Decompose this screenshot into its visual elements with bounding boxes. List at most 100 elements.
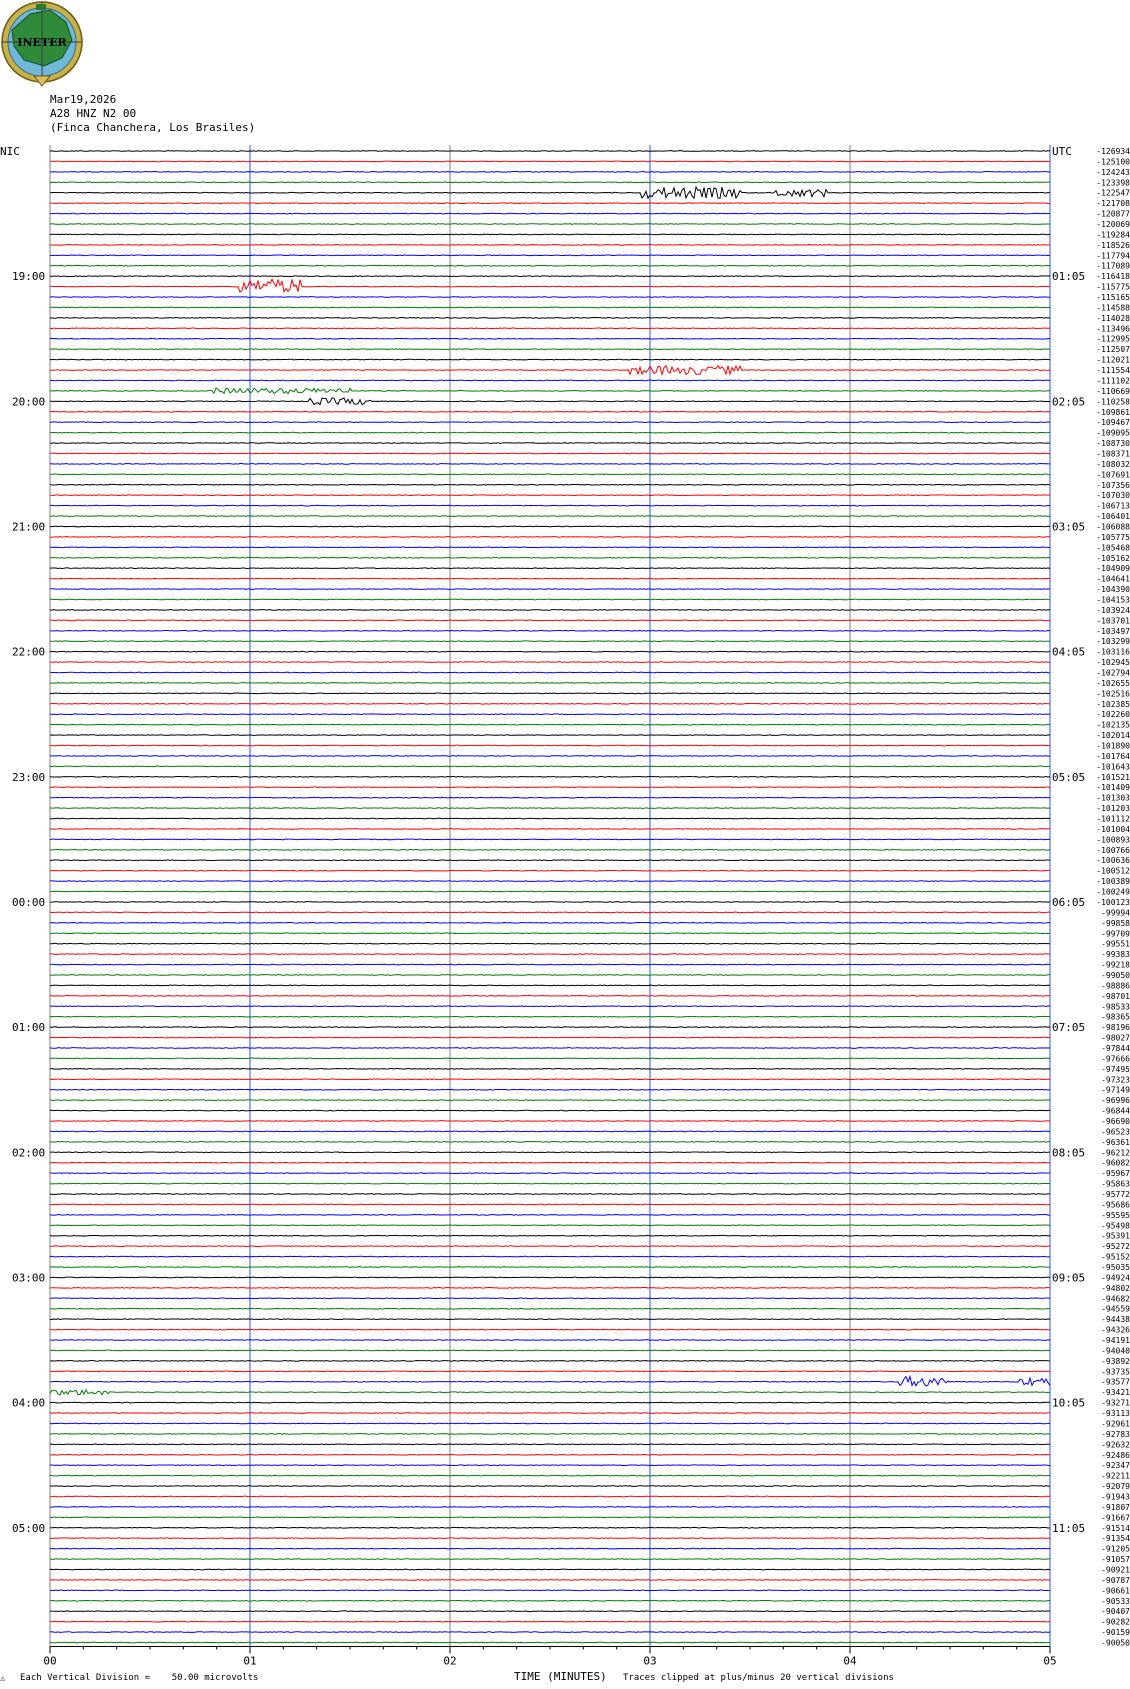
trace-line — [49, 1401, 1050, 1404]
trace-offset-label: -97323 — [1101, 1075, 1130, 1084]
trace-line — [49, 588, 1051, 590]
trace-offset-label: -93892 — [1101, 1357, 1130, 1366]
trace-offset-label: -96996 — [1101, 1096, 1130, 1105]
trace-offset-label: -94191 — [1101, 1336, 1130, 1345]
trace-offset-label: -97666 — [1101, 1054, 1130, 1063]
trace-line — [49, 275, 1051, 278]
trace-line — [49, 348, 1051, 351]
trace-line — [49, 817, 1051, 820]
trace-offset-label: -121708 — [1096, 199, 1130, 208]
right-hour-label: 03:05 — [1052, 520, 1085, 533]
trace-line — [49, 838, 1051, 841]
trace-line — [49, 327, 1051, 330]
trace-line — [49, 379, 1051, 382]
trace-line — [49, 1506, 1051, 1508]
trace-line — [49, 567, 1051, 570]
trace-offset-label: -120877 — [1096, 210, 1130, 219]
trace-offset-label: -102945 — [1096, 658, 1130, 667]
trace-offset-label: -104909 — [1096, 564, 1130, 573]
trace-line — [49, 755, 1051, 757]
trace-line — [49, 859, 1051, 862]
trace-offset-label: -95595 — [1101, 1211, 1130, 1220]
x-tick-label: 05 — [1043, 1654, 1056, 1667]
vertical-division-note: Each Vertical Division = 50.00 microvolt… — [20, 1673, 259, 1683]
trace-line — [49, 921, 1051, 924]
trace-offset-label: -104390 — [1096, 585, 1130, 594]
trace-line — [49, 185, 1051, 200]
trace-line — [49, 421, 1051, 424]
trace-line — [49, 1276, 1051, 1279]
trace-line — [49, 880, 1051, 882]
trace-offset-label: -111554 — [1096, 366, 1130, 375]
clip-note: Traces clipped at plus/minus 20 vertical… — [623, 1673, 894, 1683]
trace-offset-label: -91943 — [1101, 1492, 1130, 1501]
trace-line — [49, 807, 1051, 809]
trace-offset-label: -102516 — [1096, 689, 1130, 698]
trace-line — [49, 463, 1051, 465]
trace-offset-label: -108032 — [1096, 460, 1130, 469]
trace-line — [49, 1297, 1051, 1300]
trace-line — [49, 397, 1051, 406]
trace-line — [49, 1026, 1051, 1028]
trace-offset-label: -109467 — [1096, 418, 1130, 427]
trace-offset-label: -90787 — [1101, 1576, 1130, 1585]
header-date: Mar19,2026 — [50, 93, 117, 106]
trace-line — [49, 1620, 1051, 1623]
trace-offset-label: -109095 — [1096, 429, 1130, 438]
trace-offset-label: -103116 — [1096, 648, 1130, 657]
trace-offset-label: -103701 — [1096, 616, 1130, 625]
trace-line — [49, 1130, 1051, 1133]
trace-offset-label: -100389 — [1096, 877, 1130, 886]
trace-offset-label: -90921 — [1101, 1565, 1130, 1574]
trace-line — [49, 1433, 1051, 1435]
trace-line — [49, 848, 1051, 851]
trace-line — [49, 1067, 1051, 1070]
trace-offset-label: -91667 — [1101, 1513, 1130, 1522]
trace-offset-label: -100249 — [1096, 888, 1130, 897]
left-hour-label: 23:00 — [12, 771, 45, 784]
trace-line — [49, 494, 1051, 497]
trace-line — [49, 1474, 1051, 1477]
header-location: (Finca Chanchera, Los Brasiles) — [50, 121, 256, 134]
trace-offset-label: -94682 — [1101, 1294, 1130, 1303]
trace-offset-label: -91514 — [1101, 1524, 1130, 1533]
trace-offset-label: -104153 — [1096, 595, 1130, 604]
trace-offset-label: -95772 — [1101, 1190, 1130, 1199]
trace-offset-label: -107691 — [1096, 470, 1130, 479]
trace-offset-label: -100512 — [1096, 867, 1130, 876]
trace-offset-label: -110669 — [1096, 387, 1130, 396]
trace-line — [49, 1057, 1051, 1060]
scale-mark: ⚠ — [0, 1674, 6, 1684]
right-hour-label: 09:05 — [1052, 1271, 1085, 1284]
trace-offset-label: -111102 — [1096, 376, 1130, 385]
trace-offset-label: -101764 — [1096, 752, 1130, 761]
trace-line — [49, 1328, 1051, 1331]
trace-line — [49, 556, 1051, 559]
trace-offset-label: -101203 — [1096, 804, 1130, 813]
trace-offset-label: -102655 — [1096, 679, 1130, 688]
trace-offset-label: -91354 — [1101, 1534, 1130, 1543]
trace-line — [49, 243, 1051, 246]
trace-line — [49, 410, 1051, 413]
trace-line — [49, 1036, 1051, 1039]
trace-offset-label: -98196 — [1101, 1023, 1130, 1032]
trace-offset-label: -101004 — [1096, 825, 1130, 834]
trace-line — [49, 796, 1051, 799]
trace-offset-label: -98533 — [1101, 1002, 1130, 1011]
trace-line — [49, 223, 1051, 225]
trace-line — [49, 1213, 1051, 1216]
trace-offset-label: -106713 — [1096, 502, 1130, 511]
left-hour-label: 02:00 — [12, 1146, 45, 1159]
trace-line — [49, 1388, 1051, 1396]
trace-offset-label: -119284 — [1096, 230, 1130, 239]
trace-offset-label: -101890 — [1096, 742, 1130, 751]
trace-offset-label: -100636 — [1096, 856, 1130, 865]
right-timezone-label: UTC — [1052, 145, 1072, 158]
trace-line — [49, 629, 1051, 632]
right-hour-label: 10:05 — [1052, 1397, 1085, 1410]
trace-line — [49, 212, 1051, 215]
trace-line — [49, 254, 1051, 257]
trace-line — [49, 1558, 1051, 1560]
trace-offset-label: -103924 — [1096, 606, 1130, 615]
left-timezone-label: NIC — [0, 145, 20, 158]
